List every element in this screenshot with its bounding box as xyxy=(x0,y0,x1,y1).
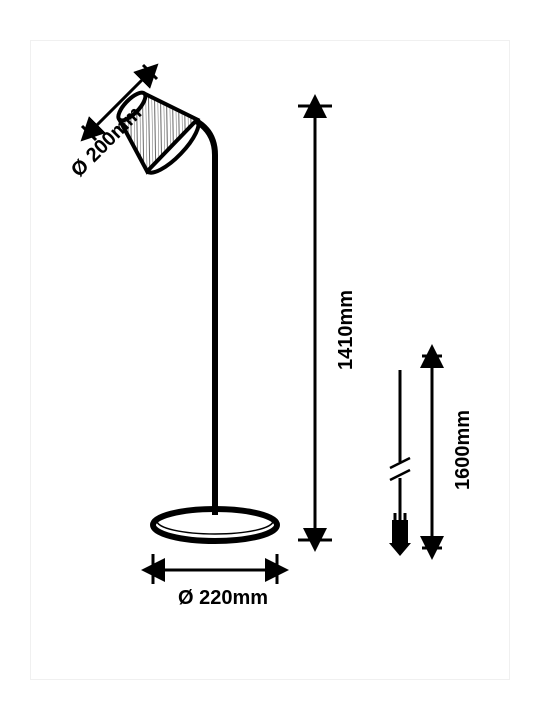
base-diameter-label: Ø 220mm xyxy=(178,587,268,610)
base-dimension xyxy=(153,554,277,584)
cable-length-label: 1600mm xyxy=(452,410,475,490)
cable-group xyxy=(389,356,442,556)
height-dimension xyxy=(298,106,332,540)
diagram-canvas: 1410mm Ø 220mm Ø 200mm 1600mm xyxy=(0,0,540,720)
drawing-svg xyxy=(0,0,540,720)
lamp-drawing xyxy=(102,76,277,541)
height-label: 1410mm xyxy=(335,290,358,370)
